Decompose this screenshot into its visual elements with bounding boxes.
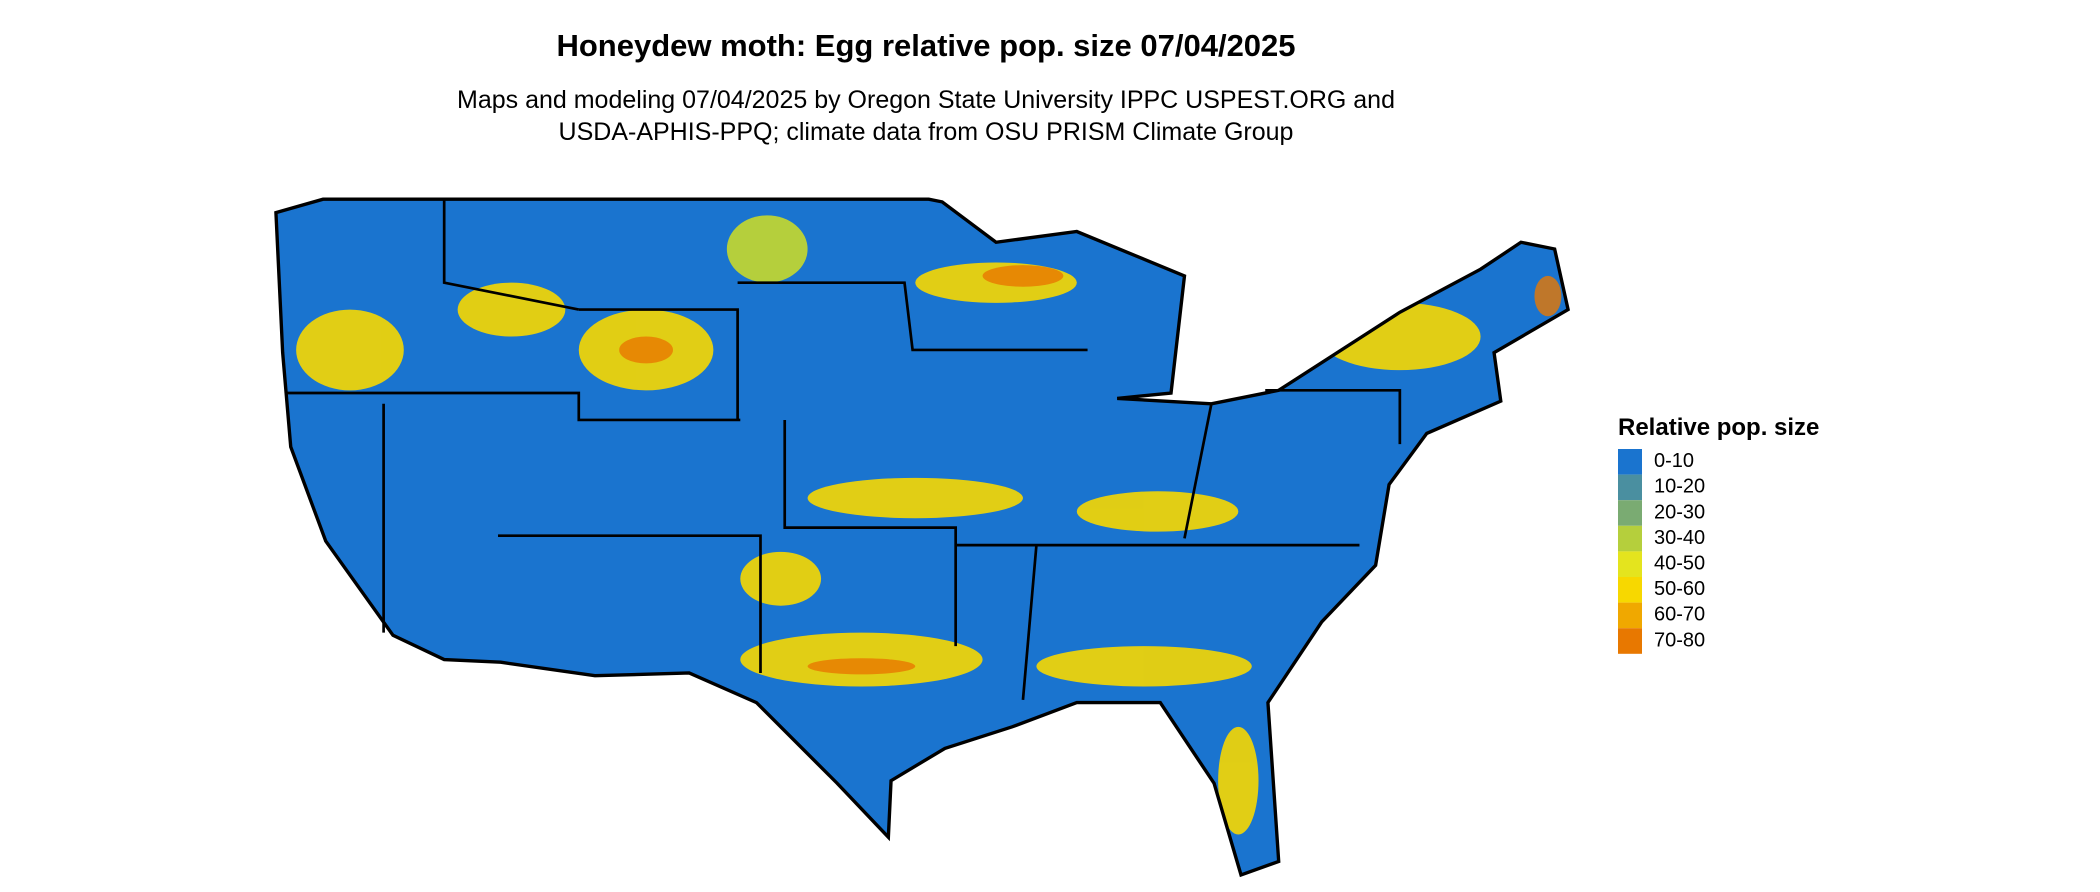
legend-label: 70-80 — [1654, 629, 1705, 651]
title: Honeydew moth: Egg relative pop. size 07… — [556, 28, 1295, 63]
map-fill — [275, 199, 1569, 875]
legend-swatch — [1618, 551, 1642, 577]
legend-swatch — [1618, 449, 1642, 475]
legend-title: Relative pop. size — [1618, 414, 1819, 441]
legend-label: 0-10 — [1654, 450, 1694, 472]
us-map — [274, 197, 1570, 878]
legend-label: 30-40 — [1654, 527, 1705, 549]
legend: Relative pop. size 0-10 10-20 20-30 30-40 40… — [1618, 414, 1819, 654]
legend-swatch — [1618, 602, 1642, 629]
state-borders — [285, 199, 1402, 701]
legend-swatch — [1618, 525, 1642, 552]
subtitle: Maps and modeling 07/04/2025 by Oregon S… — [457, 86, 1395, 114]
legend-swatch — [1618, 474, 1642, 501]
legend-label: 40-50 — [1654, 552, 1705, 574]
legend-label: 20-30 — [1654, 501, 1705, 523]
legend-label: 50-60 — [1654, 578, 1705, 600]
legend-label: 60-70 — [1654, 604, 1705, 626]
legend-swatch — [1618, 628, 1642, 654]
legend-swatch — [1618, 500, 1642, 526]
legend-label: 10-20 — [1654, 476, 1705, 498]
subtitle: USDA-APHIS-PPQ; climate data from OSU PR… — [559, 118, 1294, 146]
legend-swatch — [1618, 577, 1642, 603]
